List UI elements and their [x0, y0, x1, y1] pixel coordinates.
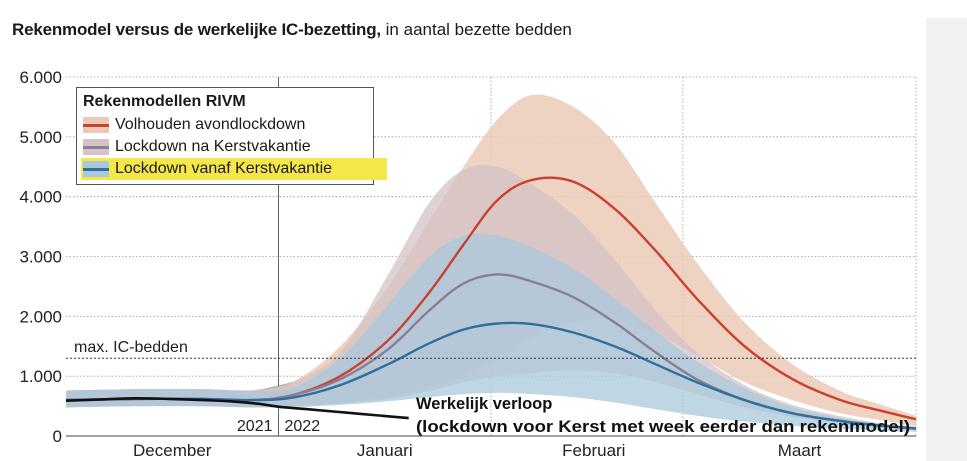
line-werkelijk-verloop [65, 396, 409, 420]
x-month-label: December [133, 441, 212, 460]
legend-swatch-kerst-na [83, 139, 109, 155]
legend-item-kerst-vanaf: Lockdown vanaf Kerstvakantie [81, 158, 387, 180]
legend: Rekenmodellen RIVM Volhouden avondlockdo… [76, 87, 387, 185]
legend-label-kerst-vanaf: Lockdown vanaf Kerstvakantie [115, 160, 333, 177]
y-tick-label: 0 [53, 427, 62, 446]
y-tick-label: 6.000 [19, 68, 62, 87]
legend-title: Rekenmodellen RIVM [83, 93, 246, 110]
x-month-label: Januari [357, 441, 413, 460]
y-tick-label: 3.000 [19, 248, 62, 267]
legend-item-kerst-na: Lockdown na Kerstvakantie [81, 136, 387, 158]
chart-title: Rekenmodel versus de werkelijke IC-bezet… [12, 20, 572, 40]
max-ic-beds-label: max. IC-bedden [74, 339, 188, 356]
x-month-label: Maart [778, 441, 822, 460]
legend-swatch-kerst-vanaf [83, 161, 109, 177]
y-tick-label: 5.000 [19, 128, 62, 147]
chart-title-bold: Rekenmodel versus de werkelijke IC-bezet… [12, 20, 381, 39]
y-tick-label: 1.000 [19, 367, 62, 386]
chart-title-rest: in aantal bezette bedden [385, 20, 572, 39]
actual-title: Werkelijk verloop [416, 395, 552, 413]
legend-label-volhouden: Volhouden avondlockdown [115, 116, 306, 133]
legend-item-volhouden: Volhouden avondlockdown [81, 114, 387, 136]
legend-swatch-volhouden [83, 117, 109, 133]
right-margin-strip [926, 18, 967, 461]
year-label-2022: 2022 [285, 418, 321, 435]
y-tick-label: 4.000 [19, 188, 62, 207]
actual-subtitle: (lockdown voor Kerst met week eerder dan… [416, 418, 910, 436]
x-month-label: Februari [562, 441, 625, 460]
legend-label-kerst-na: Lockdown na Kerstvakantie [115, 138, 311, 155]
line-kerst-vanaf [65, 321, 917, 430]
year-label-2021: 2021 [237, 418, 273, 435]
y-tick-label: 2.000 [19, 307, 62, 326]
